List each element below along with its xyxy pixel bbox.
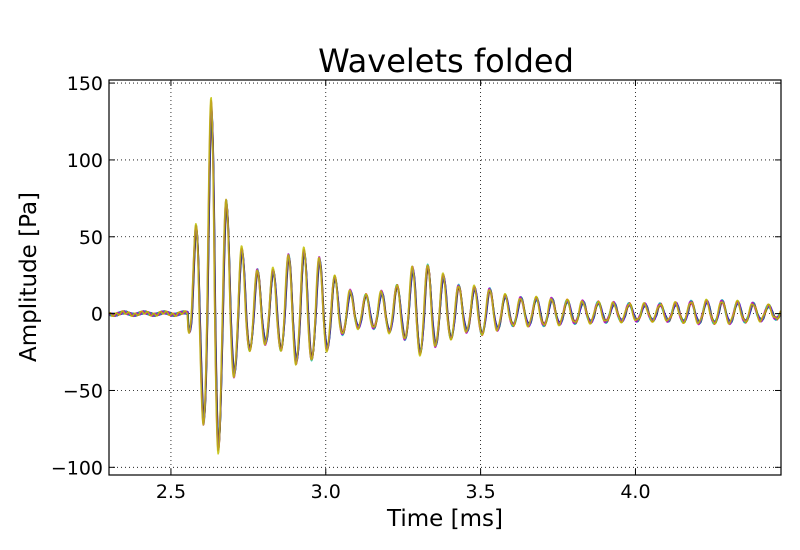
- x-tick-label: 3.0: [311, 481, 341, 503]
- x-tick-label: 3.5: [466, 481, 496, 503]
- x-axis-label: Time [ms]: [386, 506, 503, 532]
- y-tick-label: −50: [63, 380, 103, 402]
- y-tick-label: 0: [91, 304, 103, 326]
- chart-title: Wavelets folded: [318, 42, 574, 80]
- y-tick-label: 100: [67, 150, 103, 172]
- x-tick-label: 4.0: [620, 481, 650, 503]
- wavelet-series-line: [108, 96, 782, 455]
- axis-ticks: 2.5 3.0 3.5 4.0 −100 −50 0 50 100 150: [51, 73, 781, 503]
- plot-frame: [108, 79, 782, 476]
- x-tick-label: 2.5: [156, 481, 186, 503]
- y-tick-label: 150: [67, 73, 103, 95]
- y-tick-label: −100: [51, 457, 103, 479]
- series-group: [108, 96, 782, 455]
- y-tick-label: 50: [79, 227, 103, 249]
- y-axis-label: Amplitude [Pa]: [16, 192, 42, 362]
